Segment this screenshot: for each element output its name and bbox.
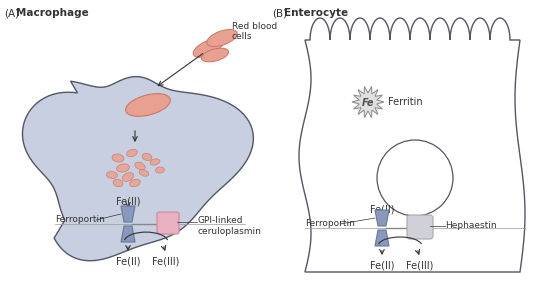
Ellipse shape — [201, 48, 228, 62]
Polygon shape — [121, 226, 135, 242]
Text: Fe(II): Fe(II) — [370, 204, 394, 214]
Polygon shape — [121, 206, 135, 222]
Ellipse shape — [193, 39, 223, 57]
Ellipse shape — [142, 153, 152, 161]
Text: Enterocyte: Enterocyte — [284, 8, 348, 18]
Polygon shape — [22, 77, 254, 261]
Ellipse shape — [113, 179, 123, 187]
Text: Red blood
cells: Red blood cells — [232, 22, 277, 41]
Ellipse shape — [207, 30, 237, 47]
Text: Hephaestin: Hephaestin — [445, 222, 496, 231]
Text: Macrophage: Macrophage — [16, 8, 89, 18]
FancyBboxPatch shape — [157, 212, 179, 234]
Ellipse shape — [150, 159, 160, 165]
Text: GPI-linked
ceruloplasmin: GPI-linked ceruloplasmin — [197, 216, 261, 236]
Ellipse shape — [129, 179, 140, 187]
Circle shape — [377, 140, 453, 216]
Text: Ferroportin: Ferroportin — [305, 220, 355, 229]
Text: Fe(II): Fe(II) — [116, 197, 140, 207]
Ellipse shape — [123, 173, 134, 181]
Text: Fe(II): Fe(II) — [370, 261, 394, 271]
Ellipse shape — [126, 94, 170, 116]
Ellipse shape — [112, 154, 124, 162]
Text: (A): (A) — [4, 8, 19, 18]
Text: Fe(II): Fe(II) — [116, 257, 140, 267]
Text: Fe(III): Fe(III) — [152, 257, 180, 267]
Text: Fe(III): Fe(III) — [406, 261, 434, 271]
Polygon shape — [375, 230, 389, 246]
Ellipse shape — [156, 167, 164, 173]
Ellipse shape — [106, 172, 118, 179]
Polygon shape — [299, 18, 525, 272]
Polygon shape — [375, 210, 389, 226]
Text: Ferroportin: Ferroportin — [55, 216, 105, 224]
Ellipse shape — [135, 162, 145, 170]
Ellipse shape — [117, 164, 129, 172]
FancyBboxPatch shape — [407, 215, 433, 239]
Text: Fe: Fe — [362, 98, 374, 108]
Text: Ferritin: Ferritin — [388, 97, 423, 107]
Polygon shape — [352, 86, 384, 118]
Text: (B): (B) — [272, 8, 287, 18]
Ellipse shape — [127, 149, 137, 157]
Ellipse shape — [139, 170, 149, 176]
